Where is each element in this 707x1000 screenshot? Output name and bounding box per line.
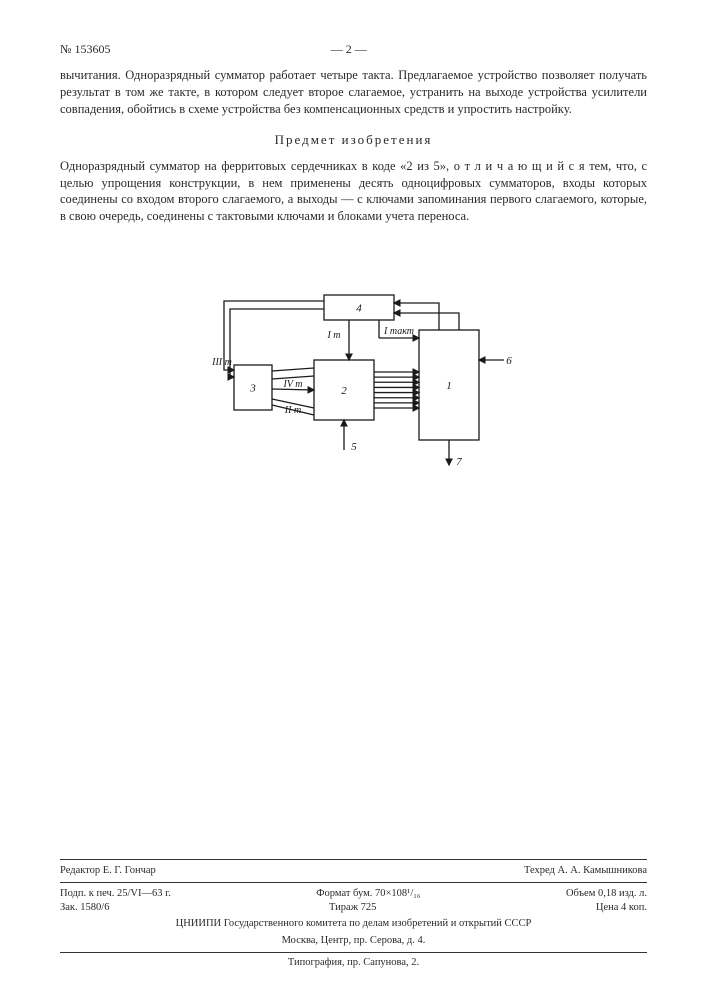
price: Цена 4 коп. [596, 901, 647, 915]
paragraph-2: Одноразрядный сумматор на ферритовых сер… [60, 158, 647, 226]
svg-text:I m: I m [326, 330, 340, 341]
svg-text:1: 1 [446, 380, 452, 392]
doc-number: № 153605 [60, 42, 110, 57]
svg-text:IV m: IV m [282, 379, 302, 390]
editors-row: Редактор Е. Г. Гончар Техред А. А. Камыш… [60, 859, 647, 878]
publisher: ЦНИИПИ Государственного комитета по дела… [60, 917, 647, 931]
svg-text:II m: II m [283, 405, 300, 416]
print-row-2: Зак. 1580/6 Тираж 725 Цена 4 коп. [60, 901, 647, 915]
block-diagram: 1234I mI тактIII mIV mII m567 [204, 280, 504, 480]
page-number: — 2 — [331, 42, 367, 57]
paragraph-1: вычитания. Одноразрядный сумматор работа… [60, 67, 647, 118]
diagram-container: 1 2 3 4 I m I такт III m IV m II m 5 6 7 [60, 280, 647, 480]
svg-text:I такт: I такт [383, 326, 414, 337]
print-row-1: Подп. к печ. 25/VI—63 г. Формат бум. 70×… [60, 882, 647, 901]
svg-text:3: 3 [249, 383, 256, 395]
page: № 153605 — 2 — вычитания. Одноразрядный … [0, 0, 707, 1000]
section-title: Предмет изобретения [60, 132, 647, 148]
svg-text:5: 5 [351, 441, 357, 453]
order-no: Зак. 1580/6 [60, 901, 109, 915]
svg-text:4: 4 [356, 303, 362, 315]
print-volume: Объем 0,18 изд. л. [566, 887, 647, 901]
editor-left: Редактор Е. Г. Гончар [60, 864, 156, 878]
svg-text:2: 2 [341, 385, 347, 397]
svg-text:6: 6 [506, 355, 512, 367]
print-format: Формат бум. 70×108¹/₁₆ [316, 887, 420, 901]
editor-right: Техред А. А. Камышникова [524, 864, 647, 878]
svg-text:7: 7 [456, 456, 462, 468]
footer: Редактор Е. Г. Гончар Техред А. А. Камыш… [60, 859, 647, 970]
typography: Типография, пр. Сапунова, 2. [60, 952, 647, 970]
circulation: Тираж 725 [329, 901, 376, 915]
address: Москва, Центр, пр. Серова, д. 4. [60, 934, 647, 948]
print-date: Подп. к печ. 25/VI—63 г. [60, 887, 171, 901]
svg-text:III m: III m [211, 357, 232, 368]
header-row: № 153605 — 2 — [60, 42, 647, 57]
